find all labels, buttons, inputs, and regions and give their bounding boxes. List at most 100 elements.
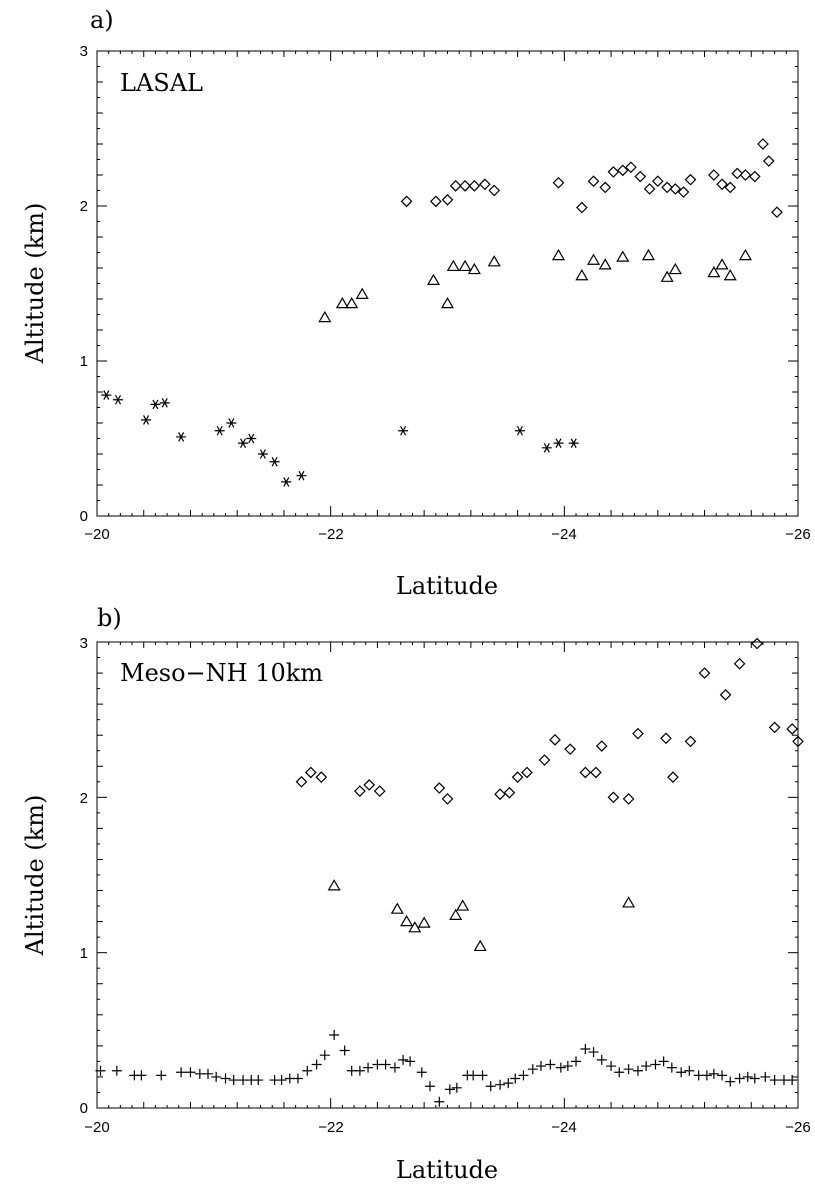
diamond-point xyxy=(494,788,506,801)
panel-a-axis-ticks xyxy=(96,50,799,517)
plus-point xyxy=(666,1062,677,1073)
diamond-point xyxy=(564,743,577,756)
plus-point xyxy=(389,1062,400,1073)
plus-point xyxy=(527,1064,538,1075)
panel-a-x-tick-label: −22 xyxy=(318,526,343,543)
diamond-point xyxy=(625,161,637,174)
plus-point xyxy=(228,1075,239,1086)
diamond-point xyxy=(579,766,592,779)
plus-point xyxy=(444,1084,455,1095)
triangle-point xyxy=(622,896,636,908)
diamond-point xyxy=(511,771,524,783)
plus-point xyxy=(136,1070,147,1081)
triangle-point xyxy=(715,258,729,270)
plus-point xyxy=(562,1061,573,1072)
diamond-point xyxy=(651,175,664,188)
triangle-point xyxy=(426,273,441,285)
asterisk-point xyxy=(150,399,161,410)
diamond-point xyxy=(599,181,612,194)
diamond-point xyxy=(684,735,697,748)
plus-point xyxy=(176,1067,187,1078)
plus-point xyxy=(477,1070,488,1081)
panel-b-y-tick-label: 0 xyxy=(80,1100,88,1117)
triangle-point xyxy=(587,253,601,265)
diamond-point xyxy=(304,766,317,779)
panel-b: b) Meso−NH 10km Latitude Altitude (km) −… xyxy=(21,604,811,1184)
panel-a-x-axis-title: Latitude xyxy=(396,572,498,600)
plus-point xyxy=(292,1073,303,1084)
plus-point xyxy=(555,1062,566,1073)
plus-point xyxy=(588,1047,599,1058)
asterisk-point xyxy=(269,456,280,467)
triangle-point xyxy=(318,310,332,323)
plus-point xyxy=(623,1064,634,1075)
plus-point xyxy=(220,1073,231,1084)
triangle-point xyxy=(551,248,566,261)
plus-point xyxy=(405,1056,416,1067)
plus-point xyxy=(769,1075,780,1086)
panel-b-inset-label: Meso−NH 10km xyxy=(120,659,323,687)
diamond-point xyxy=(576,201,588,214)
triangle-point xyxy=(707,265,721,278)
plus-point xyxy=(725,1076,736,1087)
triangle-point xyxy=(440,296,455,309)
asterisk-point xyxy=(246,433,257,444)
diamond-point xyxy=(768,721,781,734)
asterisk-point xyxy=(113,394,124,405)
asterisk-point xyxy=(553,438,564,448)
plus-point xyxy=(398,1054,409,1065)
triangle-point xyxy=(456,899,470,911)
diamond-point xyxy=(634,170,647,183)
asterisk-point xyxy=(281,477,292,487)
panel-a-letter: a) xyxy=(90,6,114,34)
plus-point xyxy=(111,1065,122,1076)
plus-point xyxy=(468,1070,479,1081)
plus-point xyxy=(329,1029,340,1040)
diamond-point xyxy=(698,667,711,679)
plus-point xyxy=(451,1082,462,1093)
diamond-point xyxy=(733,657,746,670)
triangle-point xyxy=(449,908,463,920)
diamond-point xyxy=(661,181,673,194)
diamond-point xyxy=(739,169,752,181)
triangle-point xyxy=(487,255,501,267)
diamond-point xyxy=(488,184,501,197)
diamond-point xyxy=(295,775,308,788)
diamond-point xyxy=(731,167,744,180)
diamond-point xyxy=(607,791,620,804)
plus-point xyxy=(571,1056,582,1067)
plus-point xyxy=(742,1071,753,1082)
panel-a-inset-label: LASAL xyxy=(120,69,203,97)
panel-b-axis-ticks xyxy=(96,641,799,1109)
diamond-point xyxy=(503,786,516,799)
triangle-point xyxy=(327,879,341,891)
triangle-point xyxy=(446,259,460,272)
triangle-point xyxy=(641,248,655,261)
panel-a-y-tick-label: 1 xyxy=(80,353,88,370)
plus-point xyxy=(339,1045,350,1056)
asterisk-point xyxy=(214,425,225,436)
diamond-point xyxy=(552,176,565,189)
triangle-point xyxy=(345,296,359,309)
diamond-point xyxy=(708,169,720,181)
diamond-point xyxy=(354,785,366,797)
panel-b-y-tick-label: 2 xyxy=(80,790,88,807)
diamond-point xyxy=(667,771,679,783)
asterisk-point xyxy=(514,425,525,436)
triangle-point xyxy=(467,262,481,275)
panel-a-y-tick-label: 2 xyxy=(80,198,88,215)
panel-b-x-tick-label: −20 xyxy=(84,1119,109,1136)
triangle-point xyxy=(390,902,404,914)
panel-b-y-tick-label: 3 xyxy=(80,635,88,652)
plus-point xyxy=(734,1073,745,1084)
plus-point xyxy=(614,1067,625,1078)
plus-point xyxy=(708,1068,719,1079)
plus-point xyxy=(650,1059,661,1070)
diamond-point xyxy=(449,180,462,192)
triangle-point xyxy=(738,248,752,261)
plus-point xyxy=(535,1061,546,1072)
diamond-point xyxy=(441,193,454,206)
triangle-point xyxy=(668,262,682,275)
panel-a-x-tick-label: −20 xyxy=(84,526,109,543)
